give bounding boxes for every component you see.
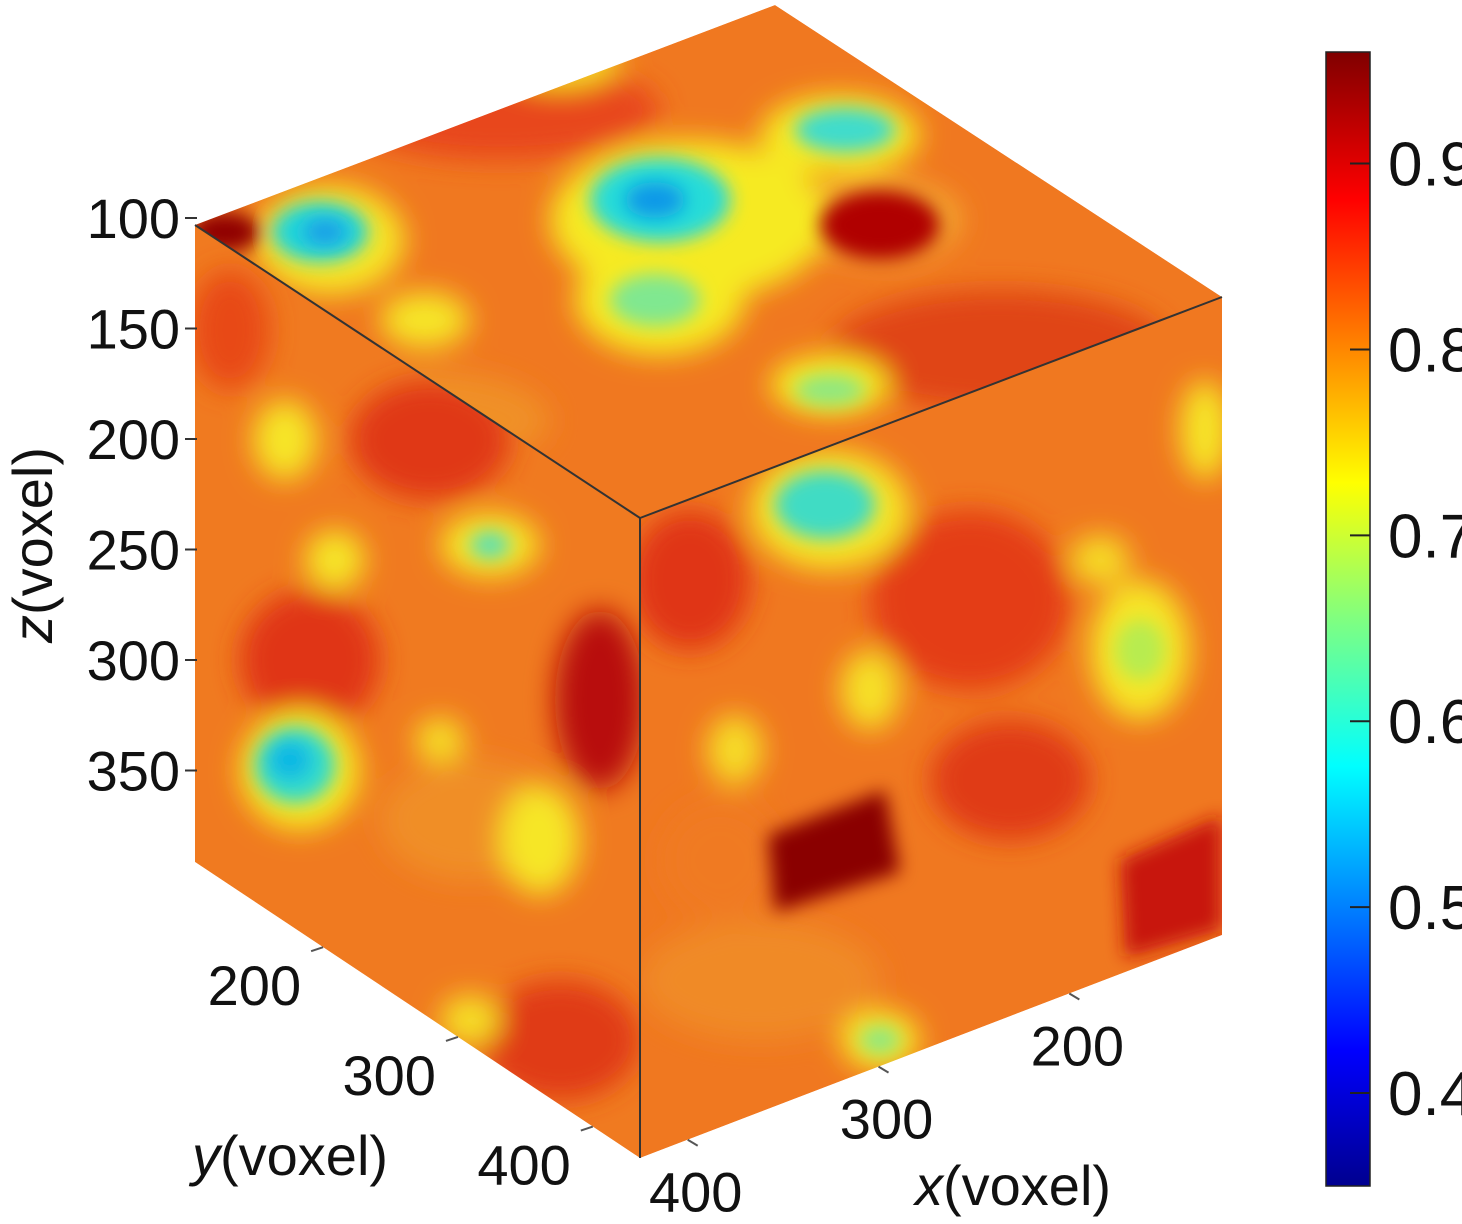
x-tick-mark <box>687 1138 699 1147</box>
z-tick-label: 350 <box>87 740 180 803</box>
y-tick-mark <box>580 1125 594 1132</box>
z-tick-label: 200 <box>87 408 180 471</box>
x-tick-mark <box>1068 992 1080 1001</box>
x-tick-mark <box>878 1065 890 1074</box>
z-tick-label: 150 <box>87 298 180 361</box>
z-tick-label: 300 <box>87 629 180 692</box>
colorbar-gradient <box>1325 51 1371 1187</box>
y-tick-label: 200 <box>208 954 301 1017</box>
y-tick-mark <box>445 1035 459 1042</box>
colorbar-tick-label: 0.9 <box>1388 131 1462 200</box>
y-axis: 200 300 400 <box>208 946 594 1197</box>
y-axis-label: y(voxel) <box>188 1124 388 1187</box>
y-tick-label: 400 <box>477 1134 570 1197</box>
colorbar-tick-label: 0.8 <box>1388 316 1462 385</box>
colorbar-tick-label: 0.4 <box>1388 1060 1462 1129</box>
x-tick-label: 400 <box>649 1161 742 1224</box>
x-axis: 200 300 400 <box>649 992 1124 1224</box>
cube-left-face <box>195 225 640 1158</box>
y-tick-label: 300 <box>343 1044 436 1107</box>
colorbar-ticks: 0.4 0.5 0.6 0.7 0.8 0.9 <box>1350 131 1462 1129</box>
z-tick-label: 100 <box>87 187 180 250</box>
colorbar-tick-label: 0.5 <box>1388 874 1462 943</box>
z-axis-label: z(voxel) <box>1 447 64 644</box>
cube-edges <box>194 224 1223 1158</box>
x-tick-label: 300 <box>840 1088 933 1151</box>
x-axis-label: x(voxel) <box>912 1154 1111 1217</box>
colorbar: 0.4 0.5 0.6 0.7 0.8 0.9 <box>1325 51 1462 1187</box>
z-tick-label: 250 <box>87 519 180 582</box>
z-axis: 100 150 200 250 300 350 <box>87 187 197 803</box>
y-tick-mark <box>310 946 324 953</box>
x-tick-label: 200 <box>1031 1014 1124 1077</box>
colorbar-tick-label: 0.6 <box>1388 688 1462 757</box>
cube-right-face <box>640 297 1222 1158</box>
colorbar-tick-label: 0.7 <box>1388 502 1462 571</box>
